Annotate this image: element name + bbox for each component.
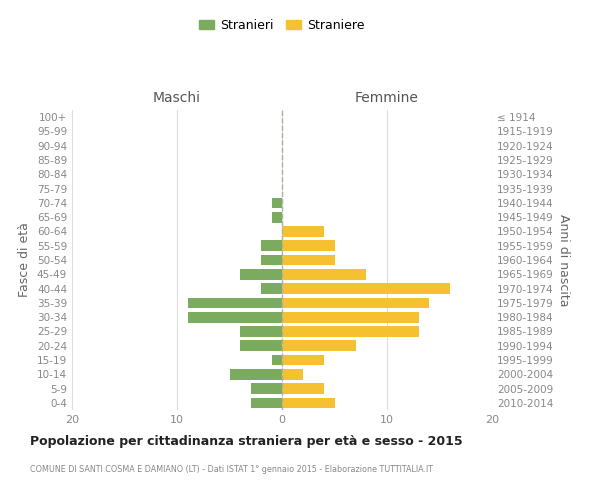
Bar (251, 398, 282, 408)
Y-axis label: Anni di nascita: Anni di nascita (557, 214, 570, 306)
Bar (240, 326, 282, 337)
Bar (240, 269, 282, 280)
Y-axis label: Fasce di età: Fasce di età (19, 222, 31, 298)
Text: COMUNE DI SANTI COSMA E DAMIANO (LT) - Dati ISTAT 1° gennaio 2015 - Elaborazione: COMUNE DI SANTI COSMA E DAMIANO (LT) - D… (30, 465, 433, 474)
Bar (282, 398, 335, 408)
Bar (282, 254, 335, 266)
Bar (282, 269, 366, 280)
Bar (229, 369, 282, 380)
Bar (282, 298, 429, 308)
Bar (282, 383, 324, 394)
Bar (271, 198, 282, 208)
Text: Maschi: Maschi (153, 91, 201, 105)
Bar (251, 383, 282, 394)
Bar (282, 240, 335, 251)
Bar (282, 354, 324, 366)
Bar (261, 254, 282, 266)
Legend: Stranieri, Straniere: Stranieri, Straniere (194, 14, 370, 37)
Bar (282, 369, 303, 380)
Text: Popolazione per cittadinanza straniera per età e sesso - 2015: Popolazione per cittadinanza straniera p… (30, 435, 463, 448)
Bar (271, 212, 282, 222)
Bar (282, 312, 419, 322)
Bar (282, 283, 450, 294)
Bar (187, 298, 282, 308)
Bar (240, 340, 282, 351)
Bar (271, 354, 282, 366)
Bar (261, 283, 282, 294)
Bar (282, 226, 324, 237)
Text: Femmine: Femmine (355, 91, 419, 105)
Bar (187, 312, 282, 322)
Bar (282, 340, 355, 351)
Bar (261, 240, 282, 251)
Bar (282, 326, 419, 337)
